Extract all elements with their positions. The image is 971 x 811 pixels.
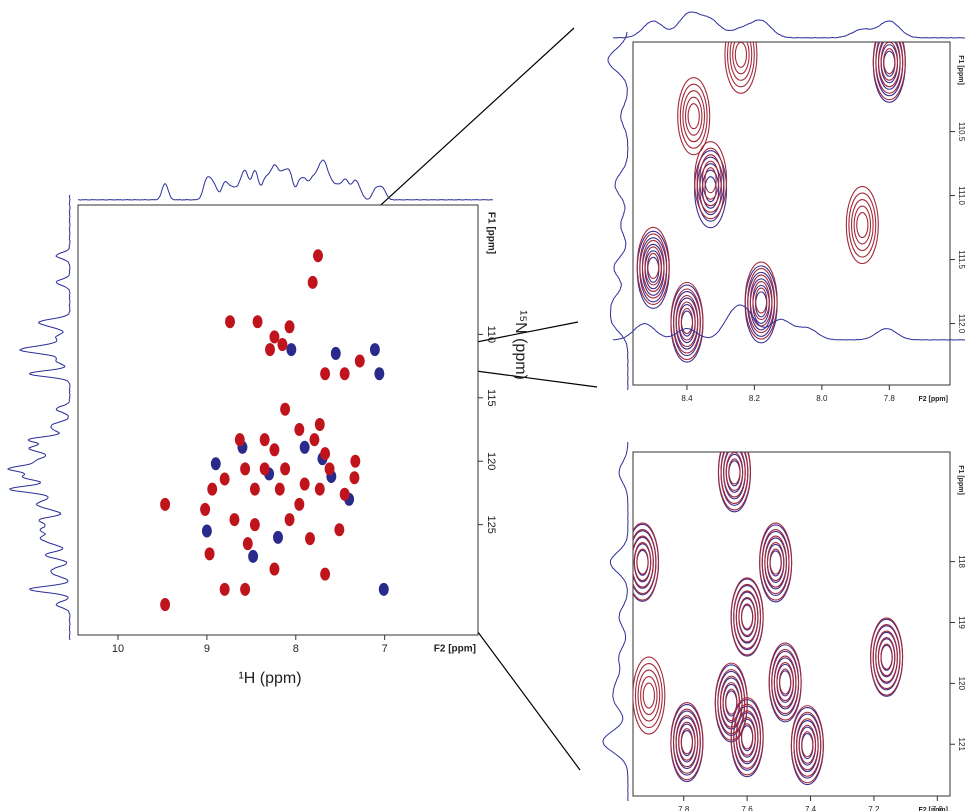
x-tick-label: 8.2 bbox=[749, 394, 761, 403]
peak bbox=[270, 331, 279, 343]
x-tick-label: 7.2 bbox=[868, 805, 880, 811]
peak bbox=[335, 524, 344, 536]
peak bbox=[355, 355, 364, 367]
peak bbox=[295, 424, 304, 436]
x-tick-label: 8.0 bbox=[816, 394, 828, 403]
peak bbox=[315, 418, 324, 430]
peak bbox=[310, 434, 319, 446]
y-tick-label: 110.5 bbox=[957, 122, 966, 142]
peak bbox=[205, 548, 214, 560]
x-corner-label: F2 [ppm] bbox=[434, 644, 476, 655]
peak bbox=[161, 498, 170, 510]
peak bbox=[300, 478, 309, 490]
peak bbox=[321, 448, 330, 460]
peak bbox=[375, 368, 384, 380]
peak bbox=[331, 347, 340, 359]
peak bbox=[260, 434, 269, 446]
peak bbox=[350, 472, 359, 484]
x-tick-label: 7 bbox=[382, 643, 388, 655]
peak bbox=[241, 463, 250, 475]
peak bbox=[235, 434, 244, 446]
peak bbox=[351, 455, 360, 467]
y-tick-label: 120 bbox=[957, 677, 966, 691]
x-tick-label: 7.8 bbox=[678, 805, 690, 811]
peak bbox=[321, 368, 330, 380]
y-tick-label: 119 bbox=[957, 616, 966, 629]
peak bbox=[250, 519, 259, 531]
peak bbox=[281, 403, 290, 415]
x-corner-label: F2 [ppm] bbox=[918, 807, 948, 811]
x-axis-label: ¹H (ppm) bbox=[238, 670, 301, 687]
peak bbox=[285, 321, 294, 333]
peak bbox=[211, 458, 220, 470]
peak bbox=[315, 483, 324, 495]
projection-f1 bbox=[8, 195, 70, 640]
peak bbox=[321, 568, 330, 580]
peak bbox=[275, 483, 284, 495]
peak bbox=[260, 463, 269, 475]
y-corner-label: F1 [ppm] bbox=[957, 465, 964, 495]
projection-f1 bbox=[603, 442, 628, 801]
y-tick-label: 111.5 bbox=[957, 250, 966, 269]
y-tick-label: 120 bbox=[485, 452, 497, 470]
peak bbox=[220, 473, 229, 485]
projection-f2 bbox=[613, 12, 965, 38]
y-tick-label: 121 bbox=[957, 738, 966, 752]
x-tick-label: 7.4 bbox=[805, 805, 817, 811]
y-corner-label: F1 [ppm] bbox=[485, 212, 496, 254]
projection-f2 bbox=[78, 160, 493, 200]
peak bbox=[306, 533, 315, 545]
peak bbox=[370, 344, 379, 356]
peak bbox=[300, 441, 309, 453]
peak bbox=[249, 550, 258, 562]
peak bbox=[253, 316, 262, 328]
x-tick-label: 8 bbox=[293, 643, 299, 655]
peak bbox=[266, 344, 275, 356]
peak bbox=[220, 583, 229, 595]
peak bbox=[250, 483, 259, 495]
peak bbox=[379, 583, 388, 595]
y-corner-label: F1 [ppm] bbox=[957, 55, 964, 85]
y-tick-label: 111.0 bbox=[957, 186, 966, 205]
peak bbox=[201, 503, 210, 515]
peak bbox=[308, 276, 317, 288]
x-tick-label: 9 bbox=[204, 643, 210, 655]
peak bbox=[278, 339, 287, 351]
peak bbox=[202, 525, 211, 537]
peak bbox=[270, 444, 279, 456]
peak bbox=[287, 344, 296, 356]
peak bbox=[270, 563, 279, 575]
peak bbox=[243, 538, 252, 550]
peak bbox=[295, 498, 304, 510]
y-tick-label: 115 bbox=[485, 389, 497, 407]
x-tick-label: 8.4 bbox=[681, 394, 693, 403]
figure: 10 9 8 7 110 115 120 125 F2 [ppm] F1 [ppm] ¹H (ppm… bbox=[0, 0, 971, 811]
y-tick-label: 118 bbox=[957, 555, 966, 568]
peak bbox=[325, 463, 334, 475]
peak bbox=[241, 583, 250, 595]
peak bbox=[340, 368, 349, 380]
y-tick-label: 112.0 bbox=[957, 314, 966, 334]
peak bbox=[230, 514, 239, 526]
peak bbox=[274, 531, 283, 543]
peak bbox=[314, 250, 323, 262]
peak bbox=[285, 514, 294, 526]
x-tick-label: 7.6 bbox=[742, 805, 754, 811]
y-tick-label: 125 bbox=[485, 515, 497, 533]
x-tick-label: 10 bbox=[112, 643, 124, 655]
peak bbox=[226, 316, 235, 328]
x-corner-label: F2 [ppm] bbox=[918, 396, 948, 403]
peak bbox=[281, 463, 290, 475]
peak bbox=[161, 599, 170, 611]
y-axis-label: ¹⁵N (ppm) bbox=[512, 310, 529, 380]
peak bbox=[340, 488, 349, 500]
projection-f1 bbox=[608, 32, 628, 390]
y-tick-label: 110 bbox=[485, 326, 497, 344]
x-tick-label: 7.8 bbox=[884, 394, 896, 403]
peak bbox=[208, 483, 217, 495]
